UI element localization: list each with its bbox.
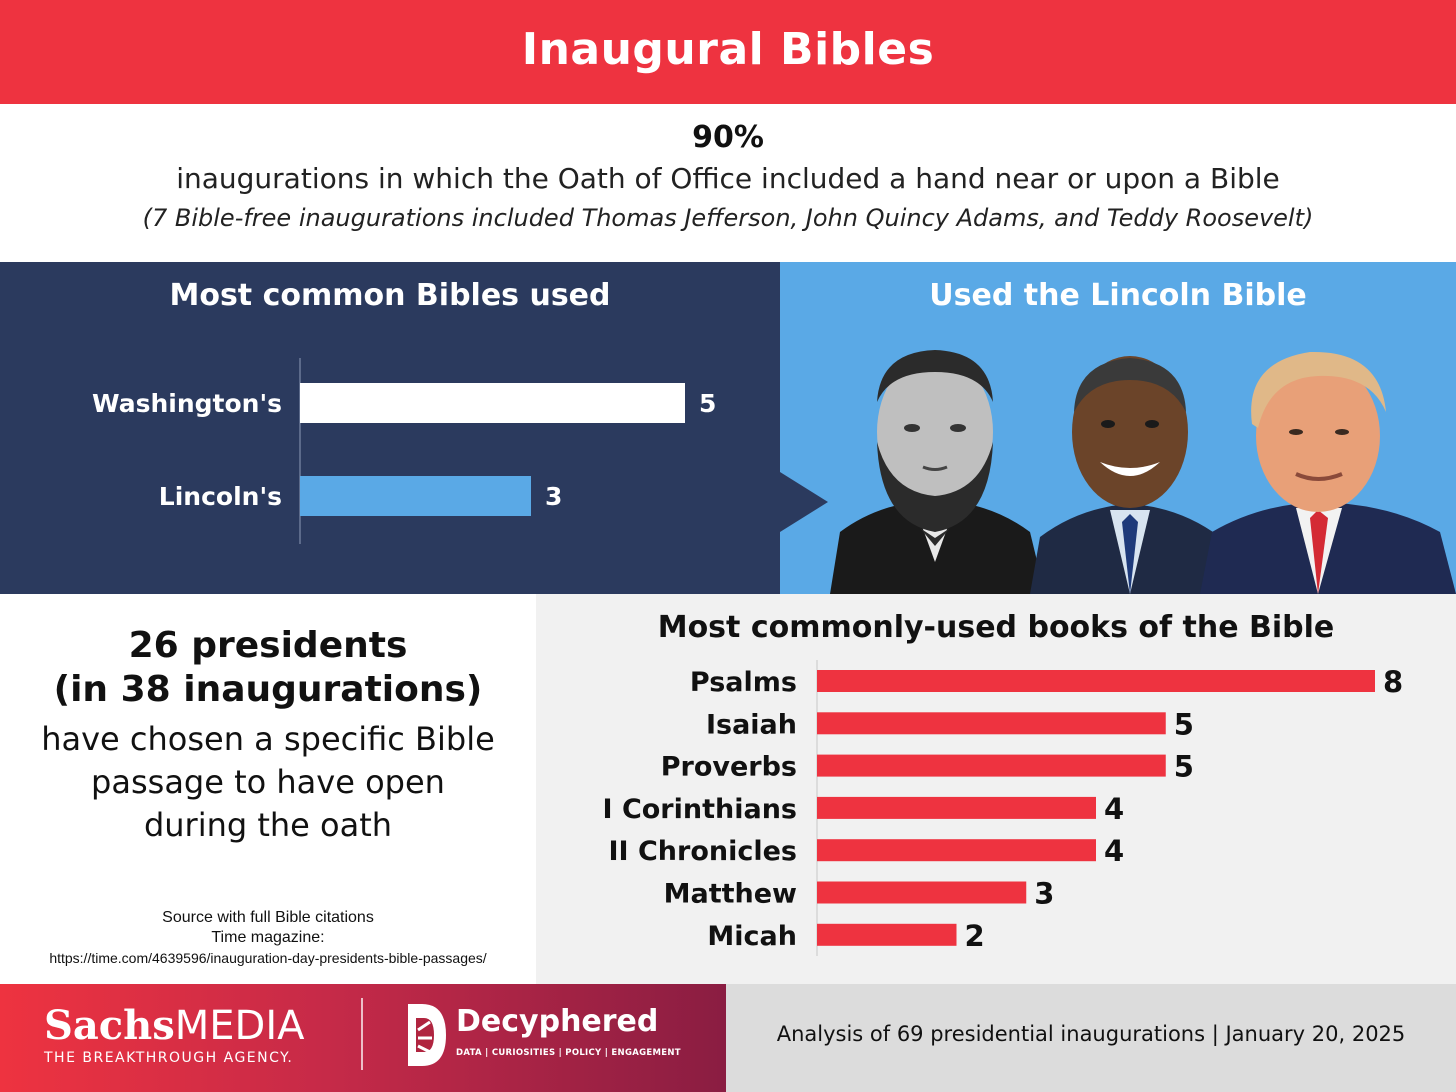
partner-name: Decyphered — [456, 1004, 659, 1039]
books-bar — [817, 796, 1096, 819]
books-category-label: Micah — [707, 921, 797, 952]
obama-portrait — [1030, 332, 1230, 594]
stat-percent: 90% — [692, 120, 764, 155]
passage-headline: 26 presidents (in 38 inaugurations) — [0, 624, 536, 712]
brand-tagline: THE BREAKTHROUGH AGENCY. — [44, 1050, 294, 1066]
trump-portrait — [1200, 332, 1456, 594]
books-category-label: Matthew — [664, 879, 797, 910]
pointer-arrow — [780, 472, 828, 532]
books-category-label: II Chronicles — [608, 836, 797, 867]
common-bibles-chart: Washington's 5 Lincoln's 3 — [92, 358, 716, 544]
bible-books-panel: Most commonly-used books of the Bible Ps… — [536, 594, 1456, 984]
analysis-note: Analysis of 69 presidential inauguration… — [776, 1022, 1406, 1046]
lincoln-portrait — [820, 332, 1050, 594]
footer-brand-bar: SachsMEDIA THE BREAKTHROUGH AGENCY. Decy… — [0, 984, 726, 1092]
books-value-label: 8 — [1383, 665, 1403, 699]
stat-section: 90% inaugurations in which the Oath of O… — [0, 104, 1456, 262]
lincoln-bible-panel: Used the Lincoln Bible — [780, 262, 1456, 594]
stat-description: inaugurations in which the Oath of Offic… — [176, 162, 1280, 195]
bibles-value-label: 3 — [545, 482, 562, 511]
books-bar — [817, 712, 1166, 735]
books-value-label: 5 — [1174, 707, 1194, 741]
books-value-label: 4 — [1104, 792, 1124, 826]
books-category-label: Isaiah — [706, 709, 797, 740]
books-category-label: Proverbs — [661, 752, 797, 783]
books-bar — [817, 881, 1027, 904]
bibles-value-label: 5 — [699, 389, 716, 418]
stat-note: (7 Bible-free inaugurations included Tho… — [142, 204, 1314, 232]
source-line2: Time magazine: — [211, 929, 325, 946]
bible-books-title: Most commonly-used books of the Bible — [657, 610, 1335, 645]
books-bar — [817, 670, 1375, 692]
passage-headline-line1: 26 presidents — [128, 625, 408, 666]
source-line1: Source with full Bible citations — [162, 909, 374, 926]
bible-books-chart: Psalms 8 Isaiah 5 Proverbs 5 I Corinthians 4 II … — [603, 660, 1403, 956]
books-value-label: 4 — [1104, 834, 1124, 868]
page-title: Inaugural Bibles — [521, 24, 935, 75]
books-bar — [817, 754, 1166, 777]
header-banner: Inaugural Bibles — [0, 0, 1456, 104]
partner-tagline: DATA | CURIOSITIES | POLICY | ENGAGEMENT — [456, 1048, 681, 1058]
footer-divider — [361, 998, 363, 1070]
books-bar — [817, 923, 957, 946]
brand-light: MEDIA — [174, 1003, 305, 1049]
sachs-media-logo: SachsMEDIA THE BREAKTHROUGH AGENCY. — [44, 1002, 305, 1067]
books-value-label: 5 — [1174, 750, 1194, 784]
bibles-bar — [300, 383, 685, 423]
brand-bold: Sachs — [44, 1002, 175, 1049]
footer-analysis-bar: Analysis of 69 presidential inauguration… — [726, 984, 1456, 1092]
books-value-label: 3 — [1034, 877, 1054, 911]
bibles-category-label: Lincoln's — [159, 482, 282, 511]
books-category-label: I Corinthians — [603, 794, 798, 825]
source-url[interactable]: https://time.com/4639596/inauguration-da… — [49, 950, 487, 966]
passage-headline-line2: (in 38 inaugurations) — [53, 669, 483, 710]
common-bibles-panel: Most common Bibles used Washington's 5 Lin… — [0, 262, 780, 594]
source-citation: Source with full Bible citations Time ma… — [0, 908, 536, 968]
decyphered-d-icon — [408, 1004, 446, 1066]
books-category-label: Psalms — [690, 667, 797, 698]
lincoln-bible-title: Used the Lincoln Bible — [929, 278, 1307, 313]
passage-section: 26 presidents (in 38 inaugurations) have… — [0, 594, 536, 984]
bibles-category-label: Washington's — [92, 389, 282, 418]
common-bibles-title: Most common Bibles used — [169, 278, 611, 313]
passage-body: have chosen a specific Bible passage to … — [41, 720, 495, 844]
books-value-label: 2 — [965, 919, 985, 953]
books-bar — [817, 839, 1096, 862]
bibles-bar — [300, 476, 531, 516]
